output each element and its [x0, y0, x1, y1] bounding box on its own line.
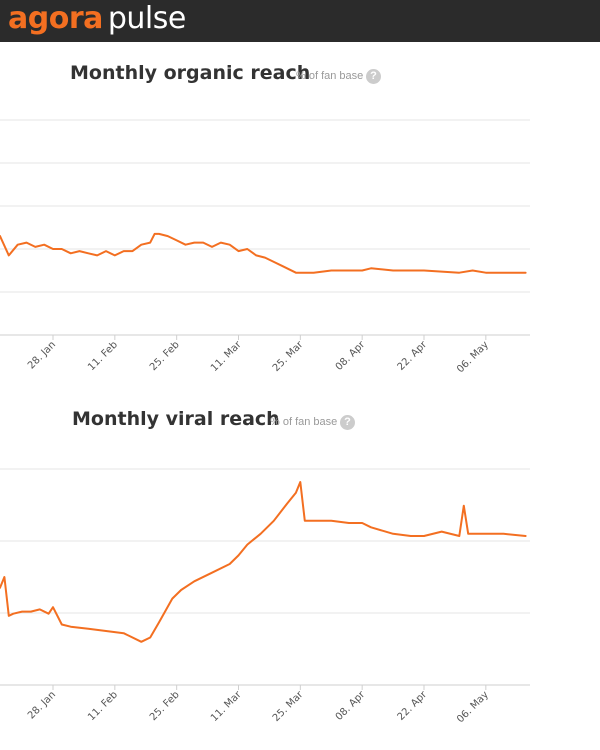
organic-x-tick-label: 22. Apr — [396, 339, 430, 373]
viral-x-tick-label: 25. Feb — [148, 689, 182, 723]
viral-x-tick-label: 25. Mar — [271, 689, 306, 724]
organic-x-tick-label: 11. Mar — [209, 339, 244, 374]
organic-series-line[interactable] — [0, 232, 527, 274]
viral-x-tick-label: 11. Feb — [86, 689, 120, 723]
viral-reach-help-icon[interactable]: ? — [340, 415, 355, 430]
viral-reach-title: Monthly viral reach — [72, 408, 280, 430]
logo-part-pulse: pulse — [107, 1, 186, 36]
agorapulse-logo[interactable]: agora pulse — [8, 1, 186, 37]
organic-x-tick-label: 06. May — [455, 339, 491, 375]
organic-reach-chart: 28. Jan 11. Feb 25. Feb 11. Mar 25. Mar 08. A… — [0, 119, 530, 375]
viral-x-tick-label: 28. Jan — [26, 689, 58, 721]
viral-x-tick-label: 06. May — [455, 689, 491, 725]
organic-x-tick-label: 25. Feb — [148, 339, 182, 373]
viral-series-line[interactable] — [0, 481, 527, 643]
viral-reach-subtitle: % of fan base — [270, 416, 338, 428]
organic-x-tick-label: 28. Jan — [26, 339, 58, 371]
viral-x-tick-label: 22. Apr — [396, 689, 430, 723]
organic-x-tick-label: 25. Mar — [271, 339, 306, 374]
organic-reach-help-icon[interactable]: ? — [366, 69, 381, 84]
organic-reach-subtitle: % of fan base — [296, 70, 364, 82]
viral-x-tick-label: 11. Mar — [209, 689, 244, 724]
viral-x-tick-label: 08. Apr — [334, 689, 368, 723]
organic-x-tick-label: 11. Feb — [86, 339, 120, 373]
logo-part-agora: agora — [8, 1, 103, 36]
organic-reach-title: Monthly organic reach — [70, 62, 311, 84]
organic-x-tick-label: 08. Apr — [334, 339, 368, 373]
viral-reach-chart: 28. Jan 11. Feb 25. Feb 11. Mar 25. Mar 08. A… — [0, 468, 530, 725]
top-bar: agora pulse — [0, 0, 600, 42]
